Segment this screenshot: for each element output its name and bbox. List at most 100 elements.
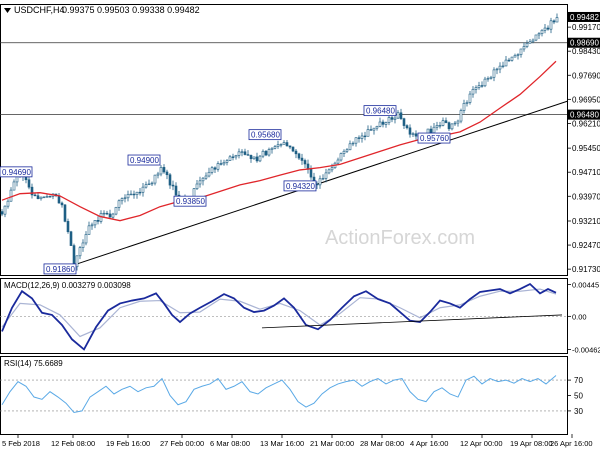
candle-body <box>375 125 379 129</box>
candle-body <box>279 144 283 146</box>
ohlc-readout: 0.99375 0.99503 0.99338 0.99482 <box>62 5 200 15</box>
candle-body <box>237 151 241 156</box>
candle-body <box>555 17 559 23</box>
candle-body <box>294 150 298 155</box>
macd-axis-label: 0.00 <box>572 312 587 321</box>
candle-body <box>435 125 439 128</box>
candle-body <box>372 127 376 131</box>
rsi-line <box>1 375 557 413</box>
price-axis-label: 0.95450 <box>572 144 600 153</box>
axis-layer: 0.99170 0.98430 0.97690 0.96950 0.96210 0.954… <box>2 11 600 448</box>
time-axis-label: 19 Apr 08:00 <box>510 439 553 448</box>
candle-body <box>339 153 343 161</box>
candle-body <box>225 160 229 163</box>
macd-axis-label: 0.00445 <box>572 280 599 289</box>
time-axis-label: 28 Mar 08:00 <box>360 439 404 448</box>
candle-body <box>477 85 481 88</box>
candle-body <box>528 41 532 44</box>
candle-body <box>543 27 547 31</box>
candle-body <box>432 126 436 134</box>
candle-body <box>450 123 454 130</box>
price-axis-label: 0.93970 <box>572 192 600 201</box>
candle-body <box>141 186 145 193</box>
candle-body <box>264 150 268 156</box>
candle-body <box>33 194 37 197</box>
candle-body <box>150 182 154 185</box>
candle-body <box>102 212 106 215</box>
price-axis-label: 0.92470 <box>572 241 600 250</box>
candle-body <box>282 142 286 145</box>
candle-body <box>465 102 469 104</box>
swing-label: 0.96480 <box>366 107 395 116</box>
candle-body <box>111 213 115 218</box>
swing-label: 0.94690 <box>2 168 31 177</box>
candle-body <box>171 184 175 187</box>
candle-body <box>93 220 97 226</box>
triangle-down-icon[interactable] <box>4 8 11 13</box>
candle-body <box>381 121 385 125</box>
candle-body <box>537 33 541 36</box>
candle-body <box>63 204 67 222</box>
candle-body <box>114 207 118 215</box>
candle-body <box>309 169 313 178</box>
candle-body <box>429 128 433 134</box>
candle-body <box>159 167 163 175</box>
candle-body <box>285 142 289 147</box>
candle-body <box>228 156 232 161</box>
candle-body <box>462 103 466 111</box>
candle-body <box>153 174 157 184</box>
candle-body <box>456 120 460 124</box>
candle-body <box>486 78 490 80</box>
current-price-tag <box>568 11 600 22</box>
candle-body <box>390 117 394 120</box>
swing-label-box <box>363 105 397 117</box>
candle-body <box>75 255 79 268</box>
candle-body <box>357 137 361 139</box>
swing-label-box <box>43 263 77 275</box>
macd-trendline <box>261 314 563 329</box>
rsi-layer <box>0 375 567 413</box>
level-price-tag <box>568 37 600 48</box>
level-price-tag-label: 0.96480 <box>570 111 599 120</box>
candle-body <box>27 179 31 188</box>
candle-body <box>174 185 178 196</box>
price-axis-label: 0.94710 <box>572 168 600 177</box>
candle-body <box>129 193 133 196</box>
candle-body <box>12 181 16 191</box>
candle-body <box>0 211 4 215</box>
time-axis-label: 26 Apr 16:00 <box>550 439 593 448</box>
candle-body <box>363 135 367 138</box>
candle-body <box>249 155 253 160</box>
candle-body <box>471 88 475 95</box>
candle-body <box>201 177 205 182</box>
price-axis-label: 0.91730 <box>572 265 600 274</box>
symbol-label: USDCHF,H4 <box>14 5 65 15</box>
candle-body <box>405 125 409 129</box>
swing-label-box <box>283 180 317 192</box>
candle-body <box>147 183 151 186</box>
candle-body <box>267 149 271 156</box>
candle-body <box>498 65 502 70</box>
candle-body <box>411 133 415 135</box>
candle-body <box>276 144 280 147</box>
time-axis-label: 19 Feb 16:00 <box>106 439 150 448</box>
candle-body <box>303 160 307 165</box>
candle-body <box>354 137 358 144</box>
swing-label-box <box>127 154 161 166</box>
price-axis-label: 0.96950 <box>572 95 600 104</box>
candle-body <box>402 118 406 126</box>
candle-body <box>531 39 535 43</box>
candle-body <box>384 122 388 125</box>
price-axis-label: 0.96210 <box>572 119 600 128</box>
candle-body <box>45 196 49 198</box>
current-price-tag-label: 0.99482 <box>570 13 599 22</box>
candle-body <box>168 174 172 186</box>
price-axis-label: 0.99170 <box>572 23 600 32</box>
macd-main-line <box>1 282 557 351</box>
price-axis-label: 0.98430 <box>572 47 600 56</box>
candle-body <box>96 220 100 222</box>
rsi-axis-label: 50 <box>574 392 583 401</box>
